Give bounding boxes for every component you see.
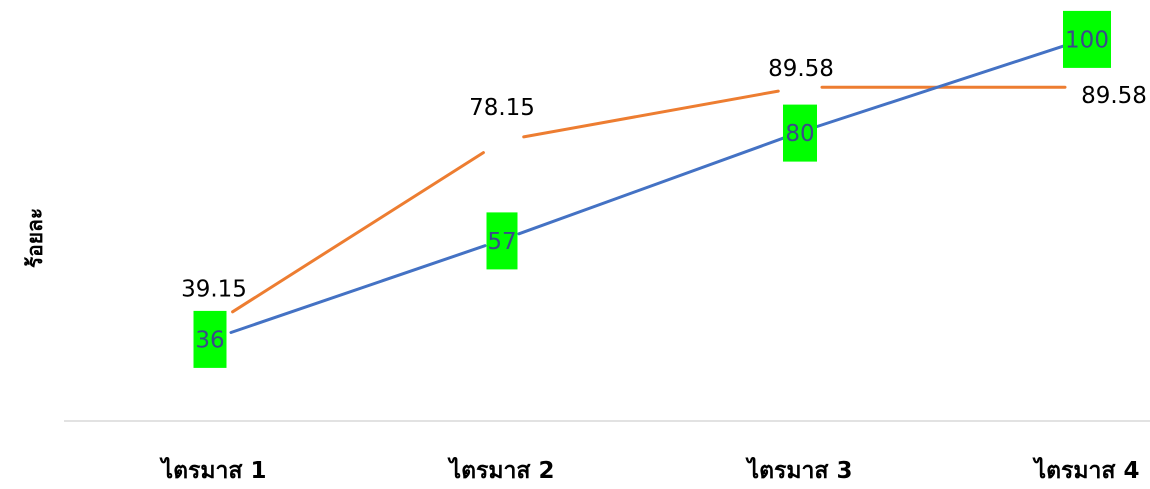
series-layer	[229, 44, 1067, 334]
series-blue-data-label-box	[783, 104, 817, 162]
series-blue-data-label-box	[193, 310, 227, 368]
series-blue-data-label-box	[1063, 10, 1111, 68]
x-tick-label: ไตรมาส 2	[447, 456, 555, 484]
series-orange-data-label: 89.58	[768, 56, 834, 82]
series-blue-segment	[517, 136, 785, 236]
x-tick-label: ไตรมาส 1	[159, 456, 267, 484]
x-tick-label: ไตรมาส 4	[1032, 456, 1140, 484]
x-axis-ticks: ไตรมาส 1 ไตรมาส 2 ไตรมาส 3 ไตรมาส 4	[159, 456, 1140, 484]
data-labels-layer: 39.15 78.15 89.58 89.58 36 57 80 100	[181, 10, 1147, 368]
series-blue-data-label: 36	[195, 327, 224, 353]
series-blue-data-label: 100	[1065, 27, 1109, 53]
series-blue-segment	[815, 44, 1066, 128]
series-blue-data-label: 57	[487, 229, 516, 255]
series-orange-data-label: 89.58	[1081, 83, 1147, 109]
series-orange-segment	[231, 151, 485, 314]
series-orange-data-label: 39.15	[181, 277, 247, 303]
x-tick-label: ไตรมาส 3	[745, 456, 853, 484]
y-axis-label: ร้อยละ	[23, 208, 47, 268]
series-blue-data-label-box	[486, 212, 518, 270]
series-orange-data-label: 78.15	[469, 95, 535, 121]
series-blue-segment	[229, 244, 487, 334]
series-orange-segment	[522, 89, 780, 139]
series-blue-data-label: 80	[785, 121, 814, 147]
